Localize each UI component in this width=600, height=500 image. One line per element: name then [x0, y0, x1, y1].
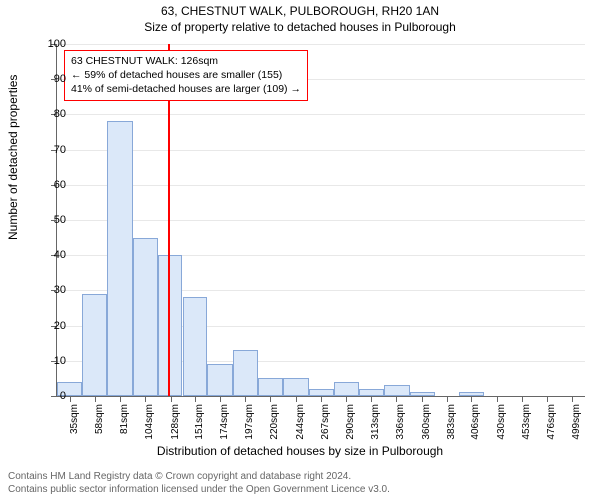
x-tick: [270, 396, 271, 402]
y-tick-label: 30: [54, 284, 66, 296]
annotation-box: 63 CHESTNUT WALK: 126sqm ← 59% of detach…: [64, 50, 308, 101]
x-tick: [371, 396, 372, 402]
y-tick: [51, 396, 57, 397]
y-tick-label: 20: [54, 320, 66, 332]
histogram-bar: [359, 389, 384, 396]
gridline: [57, 44, 585, 45]
histogram-bar: [283, 378, 309, 396]
x-tick-label: 151sqm: [194, 404, 205, 440]
y-tick-label: 80: [54, 108, 66, 120]
x-tick: [547, 396, 548, 402]
x-tick: [245, 396, 246, 402]
x-tick: [120, 396, 121, 402]
x-tick: [497, 396, 498, 402]
annotation-line-3: 41% of semi-detached houses are larger (…: [71, 82, 301, 96]
histogram-bar: [107, 121, 133, 396]
title-address: 63, CHESTNUT WALK, PULBOROUGH, RH20 1AN: [0, 4, 600, 18]
x-tick: [522, 396, 523, 402]
x-tick-label: 81sqm: [119, 404, 130, 434]
histogram-bar: [334, 382, 359, 396]
footer-line-2: Contains public sector information licen…: [8, 483, 592, 496]
x-tick: [396, 396, 397, 402]
x-tick-label: 174sqm: [219, 404, 230, 440]
gridline: [57, 150, 585, 151]
x-tick-label: 220sqm: [269, 404, 280, 440]
histogram-bar: [410, 392, 435, 396]
x-tick-label: 313sqm: [370, 404, 381, 440]
x-tick: [195, 396, 196, 402]
x-tick: [296, 396, 297, 402]
x-tick-label: 476sqm: [546, 404, 557, 440]
y-axis-label: Number of detached properties: [6, 75, 20, 240]
histogram-bar: [459, 392, 484, 396]
histogram-bar: [384, 385, 410, 396]
x-tick: [572, 396, 573, 402]
histogram-bar: [183, 297, 208, 396]
y-tick-label: 10: [54, 355, 66, 367]
x-tick-label: 197sqm: [244, 404, 255, 440]
annotation-line-2: ← 59% of detached houses are smaller (15…: [71, 68, 301, 82]
histogram-bar: [82, 294, 107, 396]
annotation-line-1: 63 CHESTNUT WALK: 126sqm: [71, 54, 301, 68]
x-tick: [321, 396, 322, 402]
y-tick-label: 40: [54, 249, 66, 261]
x-tick-label: 128sqm: [170, 404, 181, 440]
x-tick: [422, 396, 423, 402]
gridline: [57, 185, 585, 186]
x-axis-label: Distribution of detached houses by size …: [0, 444, 600, 458]
x-tick: [70, 396, 71, 402]
y-tick-label: 0: [60, 390, 66, 402]
x-tick-label: 290sqm: [345, 404, 356, 440]
x-tick: [220, 396, 221, 402]
y-tick-label: 70: [54, 144, 66, 156]
x-tick-label: 58sqm: [94, 404, 105, 434]
y-tick-label: 100: [48, 38, 66, 50]
histogram-bar: [207, 364, 233, 396]
histogram-bar: [258, 378, 283, 396]
histogram-bar: [133, 238, 158, 396]
gridline: [57, 220, 585, 221]
x-tick: [95, 396, 96, 402]
x-tick-label: 244sqm: [295, 404, 306, 440]
x-tick-label: 360sqm: [421, 404, 432, 440]
histogram-bar: [233, 350, 258, 396]
x-tick-label: 430sqm: [496, 404, 507, 440]
y-tick-label: 90: [54, 73, 66, 85]
x-tick: [145, 396, 146, 402]
x-tick: [447, 396, 448, 402]
footer-line-1: Contains HM Land Registry data © Crown c…: [8, 470, 592, 483]
gridline: [57, 114, 585, 115]
histogram-bar: [309, 389, 334, 396]
x-tick-label: 383sqm: [446, 404, 457, 440]
x-tick-label: 499sqm: [571, 404, 582, 440]
x-tick: [471, 396, 472, 402]
x-tick: [171, 396, 172, 402]
y-tick-label: 50: [54, 214, 66, 226]
y-tick-label: 60: [54, 179, 66, 191]
x-tick-label: 406sqm: [470, 404, 481, 440]
x-tick-label: 453sqm: [521, 404, 532, 440]
x-tick-label: 35sqm: [69, 404, 80, 434]
footer-attribution: Contains HM Land Registry data © Crown c…: [8, 470, 592, 496]
x-tick-label: 267sqm: [320, 404, 331, 440]
x-tick: [346, 396, 347, 402]
x-tick-label: 104sqm: [144, 404, 155, 440]
title-subtitle: Size of property relative to detached ho…: [0, 20, 600, 34]
x-tick-label: 336sqm: [395, 404, 406, 440]
